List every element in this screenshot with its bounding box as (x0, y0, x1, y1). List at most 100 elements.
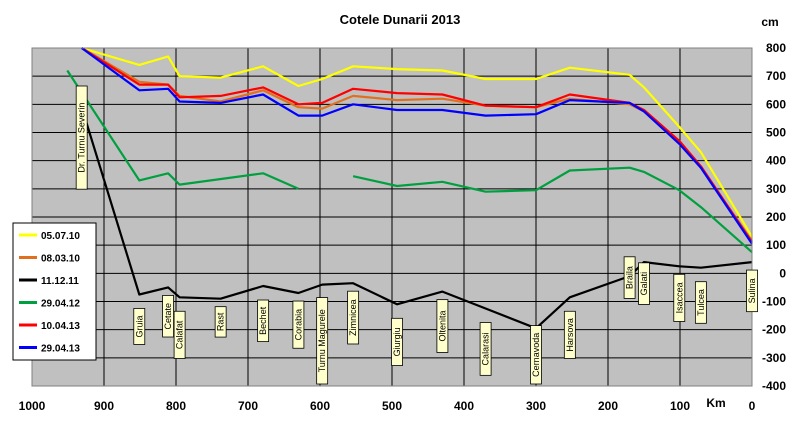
station-label-text: Galati (639, 272, 649, 296)
x-tick-label: 600 (310, 399, 330, 413)
station-label-text: Calarasi (481, 332, 491, 365)
station-label-text: Isaccea (674, 282, 684, 313)
station-label: Harsova (563, 310, 576, 359)
station-label-box (75, 85, 88, 190)
station-label-box (133, 308, 146, 345)
station-label-box (162, 295, 174, 338)
series-line-5 (81, 47, 753, 245)
y-tick-label: 200 (766, 210, 786, 224)
x-axis-unit-label: Km (706, 396, 725, 410)
chart-title: Cotele Dunarii 2013 (340, 12, 461, 27)
x-tick-label: 500 (382, 399, 402, 413)
y-tick-label: 800 (766, 41, 786, 55)
x-tick-label: 400 (454, 399, 474, 413)
station-label-box (214, 306, 227, 338)
series-line-4 (81, 47, 753, 243)
station-label: Giurgiu (391, 317, 403, 366)
y-tick-label: 500 (766, 126, 786, 140)
station-label-box (173, 310, 186, 359)
legend-entry: 10.04.13 (41, 321, 80, 332)
x-tick-label: 700 (238, 399, 258, 413)
station-label: Cetate (162, 295, 174, 338)
station-label: Gruia (133, 308, 146, 345)
station-label-box (638, 262, 650, 305)
station-label-text: Oltenita (437, 311, 447, 342)
station-label-box (530, 325, 542, 385)
y-tick-label: 400 (766, 154, 786, 168)
station-label: Bechet (257, 299, 270, 343)
x-tick-label: 300 (526, 399, 546, 413)
legend: 05.07.10 08.03.10 11.12.11 29.04.12 10.04.13… (12, 222, 97, 361)
y-tick-label: 600 (766, 97, 786, 111)
station-label: Zimnicea (347, 290, 360, 345)
series-line-3 (352, 166, 753, 254)
series-lines (66, 46, 753, 330)
station-label: Isaccea (673, 273, 686, 322)
y-tick-label: -100 (762, 295, 786, 309)
y-tick-label: 100 (766, 238, 786, 252)
station-label-text: Gruia (134, 315, 144, 337)
station-label-box (746, 269, 758, 313)
station-label: Calafat (173, 310, 186, 359)
station-label-box (292, 300, 305, 349)
station-label-text: Braila (625, 266, 635, 289)
station-label-text: Zimnicea (348, 299, 358, 336)
legend-entry: 29.04.12 (41, 299, 80, 310)
station-label-text: Turnu Magurele (317, 309, 327, 372)
station-label-text: Dr. Turnu Severin (77, 103, 87, 173)
station-label: Cernavoda (530, 325, 542, 385)
station-label-text: Sulina (747, 278, 757, 303)
x-tick-label: 900 (94, 399, 114, 413)
station-label: Calarasi (479, 322, 492, 376)
station-label-text: Corabia (293, 309, 303, 341)
station-label-text: Cetate (163, 303, 173, 330)
station-label-box (257, 299, 270, 343)
station-label-text: Rast (216, 312, 226, 331)
legend-box (12, 222, 97, 361)
station-label: Tulcea (694, 281, 707, 324)
station-label-box (694, 281, 707, 324)
y-tick-label: 300 (766, 182, 786, 196)
station-label: Rast (214, 306, 227, 338)
y-tick-label: -300 (762, 351, 786, 365)
legend-entry: 08.03.10 (41, 254, 80, 265)
station-label-text: Giurgiu (392, 327, 402, 356)
station-label-box (479, 322, 492, 376)
x-tick-label: 100 (670, 399, 690, 413)
legend-entry: 05.07.10 (41, 231, 80, 242)
x-tick-label: 200 (598, 399, 618, 413)
legend-entry: 11.12.11 (41, 276, 79, 287)
station-label-text: Calafat (175, 320, 185, 349)
station-label-box (563, 310, 576, 359)
station-label-text: Harsova (565, 318, 575, 352)
station-label: Galati (638, 262, 650, 305)
station-label: Dr. Turnu Severin (75, 85, 88, 190)
y-tick-label: -200 (762, 323, 786, 337)
station-label-box (316, 297, 329, 385)
station-label: Sulina (746, 269, 758, 313)
series-line-3 (66, 69, 299, 190)
series-line-0 (81, 46, 753, 238)
station-label-box (436, 299, 449, 353)
y-tick-label: 700 (766, 69, 786, 83)
station-label-box (673, 273, 686, 322)
station-label-box (623, 256, 636, 299)
x-tick-label: 800 (166, 399, 186, 413)
station-label-text: Tulcea (696, 289, 706, 316)
station-label: Turnu Magurele (316, 297, 329, 385)
legend-entry: 29.04.13 (41, 344, 80, 355)
plot-border (31, 47, 753, 387)
y-tick-label: 0 (779, 266, 786, 280)
x-axis: 1000 900 800 700 600 500 400 300 200 100 0 (19, 399, 756, 413)
station-label-text: Bechet (258, 306, 268, 335)
station-label: Corabia (292, 300, 305, 349)
y-axis-unit-label: cm (761, 15, 778, 29)
station-label-box (391, 317, 403, 366)
station-label: Braila (623, 256, 636, 299)
y-axis: 800 700 600 500 400 300 200 100 0 -100 -200 -300 -40… (762, 41, 786, 393)
station-label-box (347, 290, 360, 345)
x-tick-label: 1000 (19, 399, 46, 413)
